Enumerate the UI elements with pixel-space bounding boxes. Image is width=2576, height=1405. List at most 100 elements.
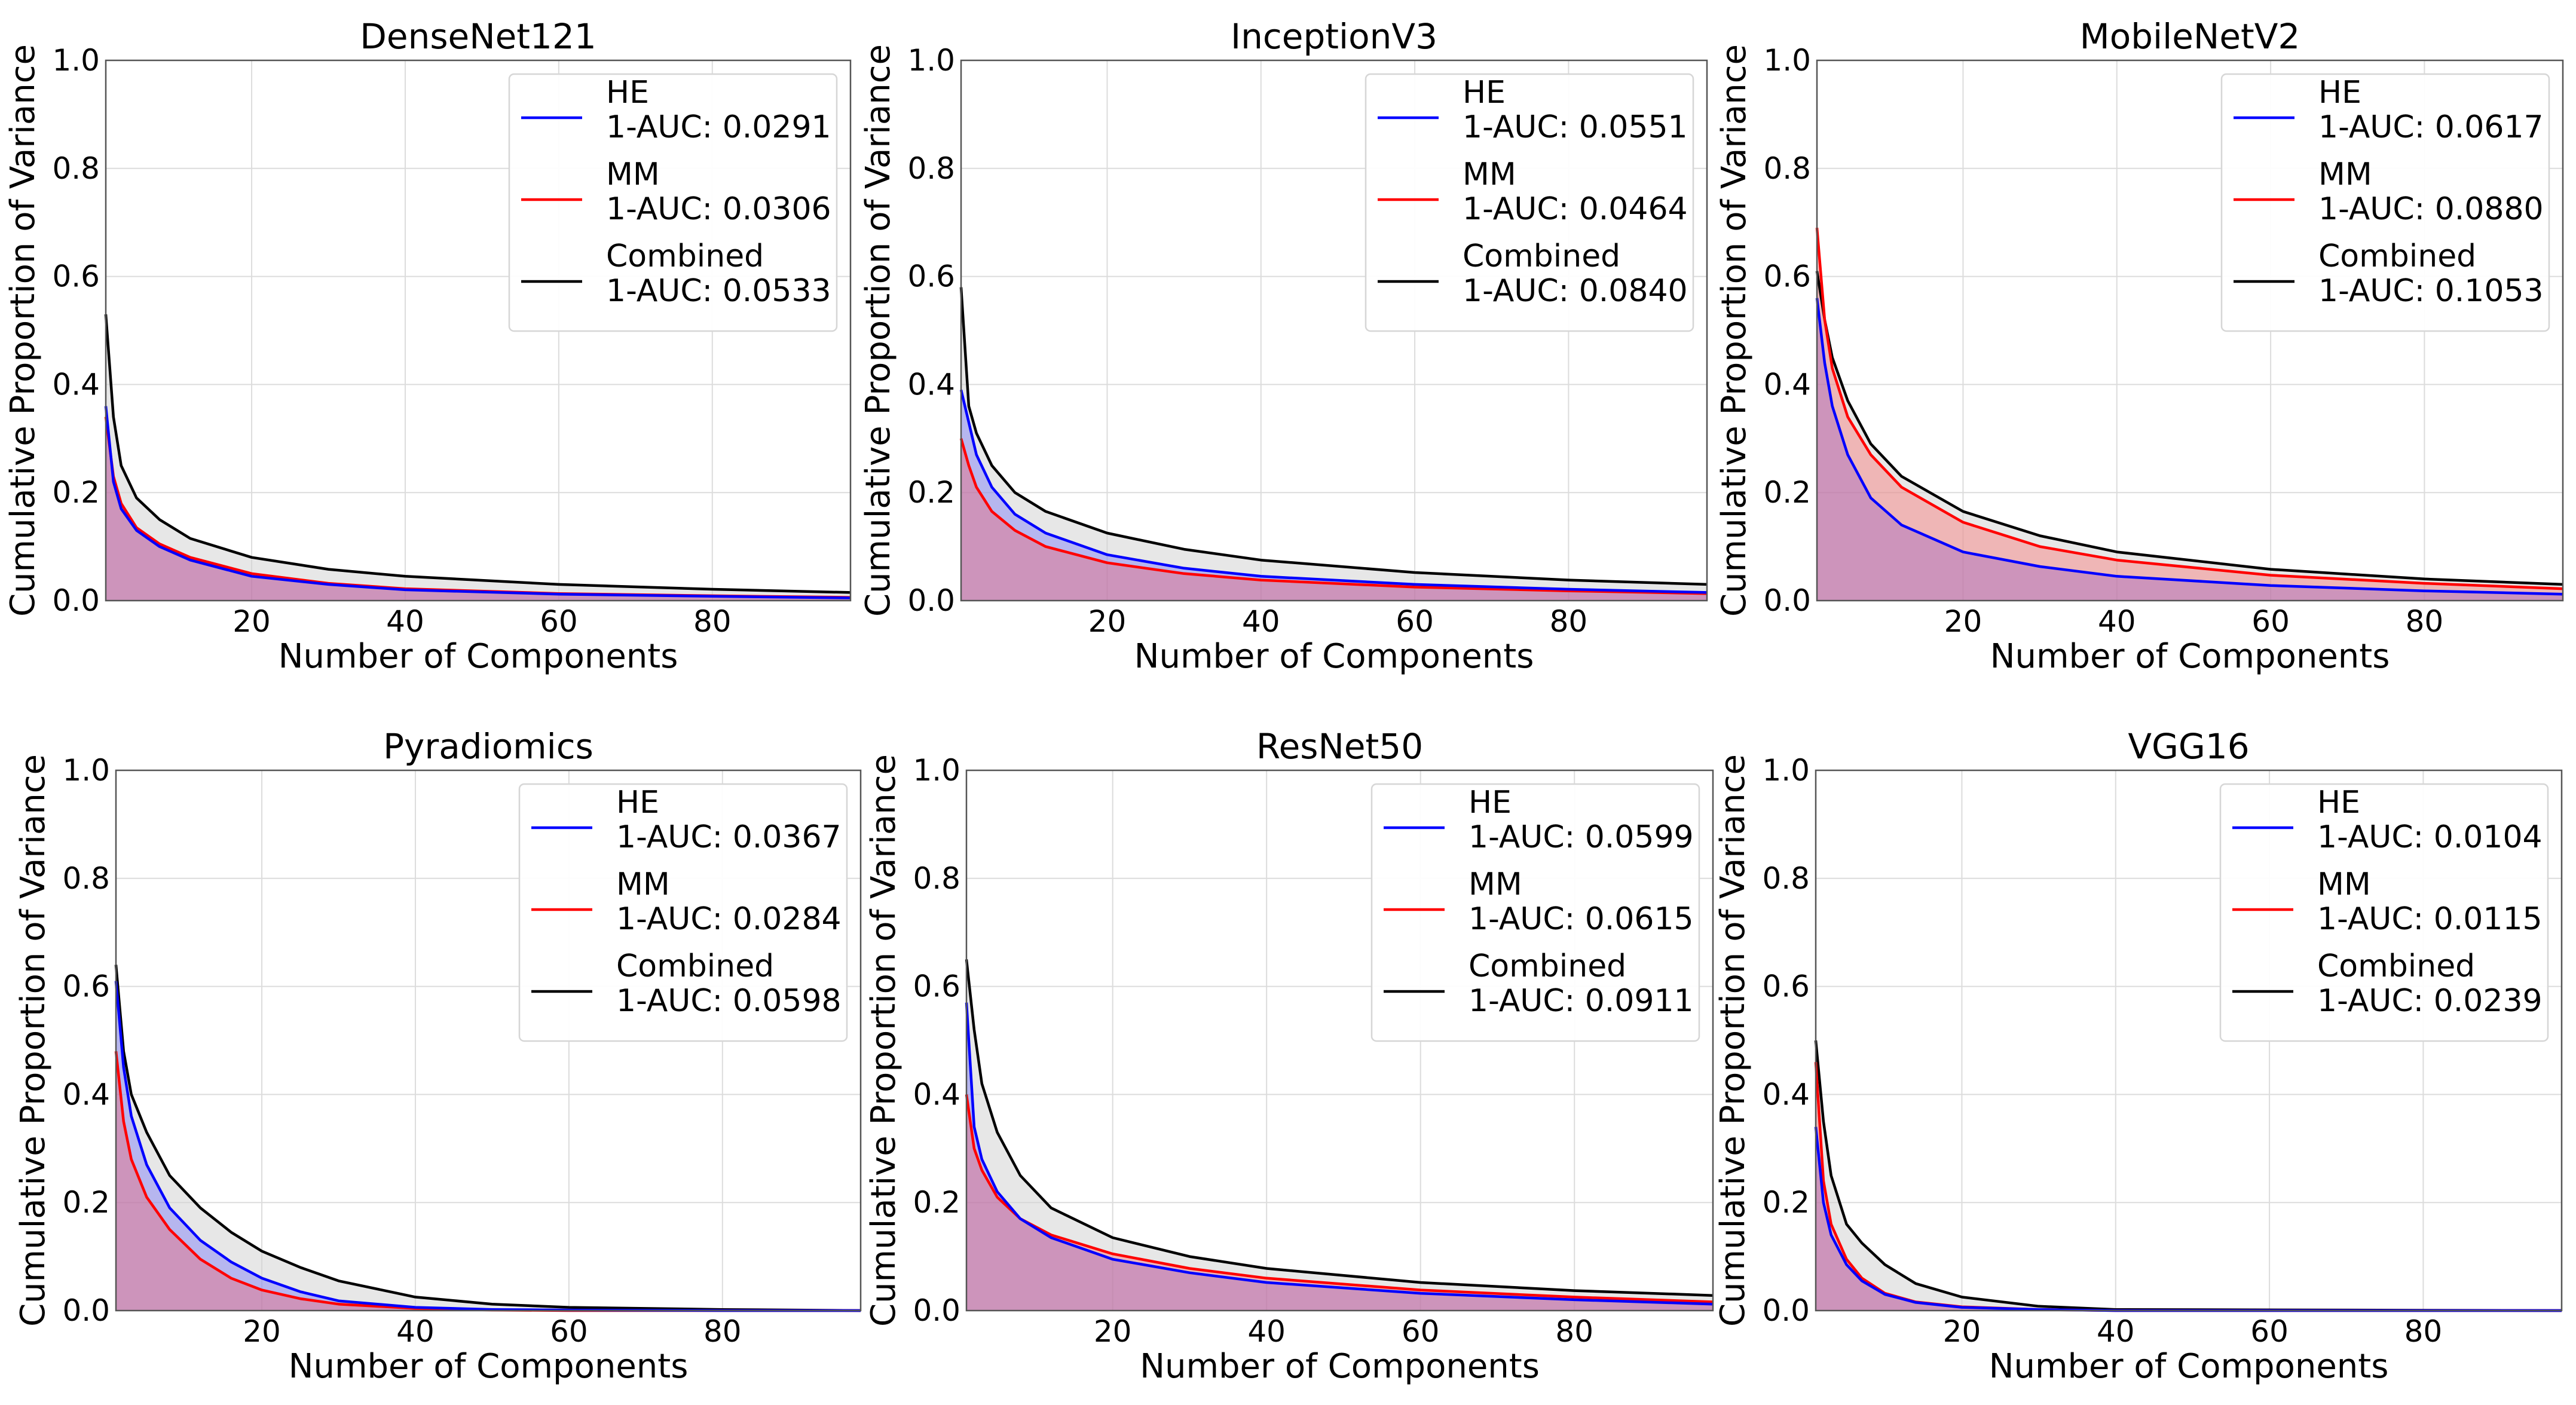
x-tick-label: 20 (1094, 1314, 1132, 1349)
area-combined (1817, 271, 2563, 601)
legend-label-mm: MM (616, 867, 670, 902)
axes-frame (1816, 59, 2564, 602)
legend-auc-he: 1-AUC: 0.0617 (2318, 109, 2544, 145)
y-axis-label: Cumulative Proportion of Variance (1715, 44, 1754, 617)
chart-title: ResNet50 (1256, 726, 1423, 767)
y-tick-label: 0.8 (1762, 861, 1810, 896)
area-he (106, 406, 850, 601)
area-he (1817, 298, 2563, 601)
y-tick-label: 0.0 (907, 583, 955, 618)
legend: HE1-AUC: 0.0599 MM1-AUC: 0.0615 Combined1-… (1370, 783, 1700, 1042)
legend-auc-combined: 1-AUC: 0.0533 (606, 273, 831, 309)
line-combined (104, 314, 851, 594)
line-combined (114, 965, 861, 1312)
legend-frame (1370, 783, 1700, 1042)
legend-auc-he: 1-AUC: 0.0104 (2317, 819, 2543, 855)
x-axis-label: Number of Components (1989, 1347, 2389, 1386)
x-tick-label: 60 (540, 604, 578, 639)
x-tick-label: 40 (396, 1314, 435, 1349)
legend-auc-mm: 1-AUC: 0.0306 (606, 191, 831, 227)
legend-auc-combined: 1-AUC: 0.0840 (1463, 273, 1688, 309)
legend-auc-mm: 1-AUC: 0.0464 (1463, 191, 1688, 227)
area-mm (961, 438, 1707, 601)
legend-label-combined: Combined (2318, 238, 2476, 274)
y-tick-label: 0.2 (1763, 475, 1811, 510)
legend: HE1-AUC: 0.0367 MM1-AUC: 0.0284 Combined1-… (518, 783, 848, 1042)
x-tick-label: 20 (1943, 1314, 1981, 1349)
legend-frame (2219, 783, 2549, 1042)
legend-label-he: HE (2318, 75, 2361, 111)
legend-label-mm: MM (2317, 867, 2371, 902)
legend-auc-combined: 1-AUC: 0.1053 (2318, 273, 2544, 309)
x-axis-label: Number of Components (1140, 1347, 1540, 1386)
legend: HE1-AUC: 0.0291 MM1-AUC: 0.0306 Combined1-… (508, 73, 838, 332)
y-axis-label: Cumulative Proportion of Variance (859, 44, 898, 617)
y-tick-label: 0.2 (62, 1185, 110, 1220)
x-tick-label: 80 (693, 604, 732, 639)
line-combined (959, 287, 1708, 586)
y-axis-label: Cumulative Proportion of Variance (1714, 754, 1752, 1327)
y-tick-label: 0.6 (907, 259, 955, 294)
subplot-inceptionv3: 0.0 0.2 0.4 0.6 0.8 1.0 20 40 60 80 InceptionV3 Num… (859, 16, 1708, 676)
axes-frame (965, 769, 1714, 1312)
x-tick-label: 80 (2404, 1314, 2443, 1349)
area-combined (106, 314, 850, 601)
legend-frame (1365, 73, 1694, 332)
subplot-densenet121: 0.0 0.2 0.4 0.6 0.8 1.0 20 40 60 80 DenseNet121 Num… (4, 16, 852, 676)
line-mm (959, 438, 1708, 595)
y-tick-label: 0.6 (1763, 259, 1811, 294)
y-tick-label: 1.0 (907, 43, 955, 78)
legend-label-mm: MM (606, 157, 660, 192)
legend-label-combined: Combined (616, 948, 774, 984)
y-tick-label: 0.2 (1762, 1185, 1810, 1220)
area-he (961, 390, 1707, 601)
x-tick-label: 80 (1555, 1314, 1593, 1349)
y-tick-label: 0.0 (913, 1293, 960, 1328)
legend-auc-he: 1-AUC: 0.0551 (1463, 109, 1688, 145)
x-tick-label: 20 (1088, 604, 1127, 639)
x-tick-label: 20 (232, 604, 271, 639)
chart-title: DenseNet121 (360, 16, 596, 57)
line-mm (965, 1094, 1714, 1303)
y-tick-label: 0.0 (1763, 583, 1811, 618)
legend-label-combined: Combined (1468, 948, 1626, 984)
x-tick-label: 80 (2406, 604, 2444, 639)
chart-title: VGG16 (2128, 726, 2249, 767)
area-he (116, 981, 861, 1311)
legend-label-mm: MM (2318, 157, 2372, 192)
legend-label-combined: Combined (2317, 948, 2475, 984)
legend-label-combined: Combined (606, 238, 764, 274)
y-axis-label: Cumulative Proportion of Variance (864, 754, 903, 1327)
legend-auc-mm: 1-AUC: 0.0284 (616, 901, 842, 937)
area-he (966, 1002, 1713, 1311)
subplot-mobilenetv2: 0.0 0.2 0.4 0.6 0.8 1.0 20 40 60 80 MobileNetV2 Num… (1715, 16, 2564, 676)
area-combined (966, 959, 1713, 1311)
legend: HE1-AUC: 0.0104 MM1-AUC: 0.0115 Combined1-… (2219, 783, 2549, 1042)
line-mm (1815, 228, 2563, 590)
area-mm (116, 1051, 861, 1311)
y-tick-label: 0.4 (1762, 1077, 1810, 1112)
line-combined (1814, 1040, 2562, 1312)
y-tick-label: 1.0 (1763, 43, 1811, 78)
legend-label-he: HE (2317, 785, 2360, 821)
legend-auc-he: 1-AUC: 0.0291 (606, 109, 831, 145)
y-tick-label: 0.4 (907, 367, 955, 402)
chart-title: Pyradiomics (383, 726, 593, 767)
y-tick-label: 0.6 (52, 259, 100, 294)
subplot-pyradiomics: 0.0 0.2 0.4 0.6 0.8 1.0 20 40 60 80 Pyradiomics Num… (14, 726, 862, 1386)
legend-auc-he: 1-AUC: 0.0367 (616, 819, 842, 855)
area-combined (961, 287, 1707, 601)
subplot-vgg16: 0.0 0.2 0.4 0.6 0.8 1.0 20 40 60 80 VGG16 Number of… (1714, 726, 2563, 1386)
legend-auc-he: 1-AUC: 0.0599 (1468, 819, 1694, 855)
legend-frame (2220, 73, 2550, 332)
y-tick-label: 0.0 (1762, 1293, 1810, 1328)
legend-label-he: HE (1468, 785, 1512, 821)
x-tick-label: 40 (1247, 1314, 1286, 1349)
x-axis-label: Number of Components (279, 637, 678, 676)
y-tick-label: 0.6 (913, 969, 960, 1004)
x-tick-label: 60 (1402, 1314, 1440, 1349)
axes-frame (105, 59, 852, 602)
legend-label-he: HE (606, 75, 649, 111)
axes-frame (115, 769, 862, 1312)
legend-label-combined: Combined (1463, 238, 1620, 274)
